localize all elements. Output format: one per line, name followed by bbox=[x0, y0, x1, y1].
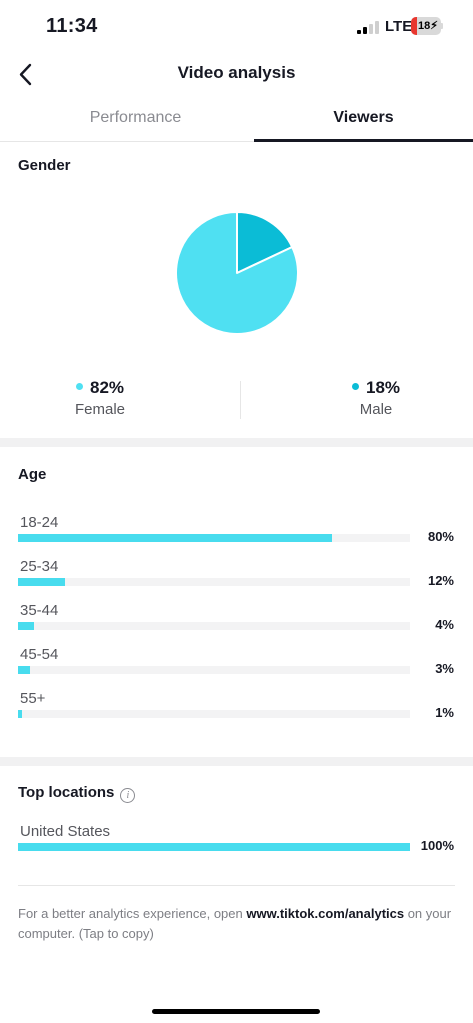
bar-track bbox=[18, 843, 410, 851]
age-label: 25-34 bbox=[20, 558, 59, 575]
location-row: United States 100% bbox=[0, 823, 473, 859]
location-pct: 100% bbox=[420, 838, 454, 853]
male-legend-dot bbox=[351, 383, 359, 390]
gender-pie-chart bbox=[175, 211, 299, 335]
bar-track bbox=[18, 622, 410, 630]
age-row: 35-44 4% bbox=[0, 602, 473, 638]
network-type: LTE bbox=[385, 18, 413, 35]
page-title: Video analysis bbox=[177, 63, 296, 82]
back-button[interactable] bbox=[12, 58, 42, 90]
bar-track bbox=[18, 710, 410, 718]
age-pct: 4% bbox=[435, 617, 454, 632]
bar-fill bbox=[18, 666, 30, 674]
bar-fill bbox=[18, 622, 34, 630]
age-row: 18-24 80% bbox=[0, 514, 473, 550]
female-pct: 82% bbox=[89, 378, 125, 397]
info-icon[interactable]: i bbox=[120, 788, 136, 803]
male-pct: 18% bbox=[365, 378, 401, 397]
pie-slice-male bbox=[236, 211, 294, 274]
age-label: 35-44 bbox=[20, 602, 59, 619]
battery-level: 18 bbox=[418, 20, 431, 32]
nav-header: Video analysis bbox=[0, 54, 473, 94]
age-label: 55+ bbox=[20, 690, 46, 707]
age-pct: 12% bbox=[427, 573, 454, 588]
bar-fill bbox=[18, 534, 332, 542]
gender-section-title: Gender bbox=[18, 157, 71, 174]
female-label: Female bbox=[74, 401, 126, 418]
bar-fill bbox=[18, 710, 22, 718]
age-label: 18-24 bbox=[20, 514, 59, 531]
gender-divider bbox=[240, 381, 241, 419]
age-row: 45-54 3% bbox=[0, 646, 473, 682]
chevron-left-icon bbox=[19, 63, 32, 86]
locations-title-text: Top locations bbox=[18, 784, 115, 801]
bar-fill bbox=[18, 578, 66, 586]
analytics-copy-note[interactable]: For a better analytics experience, open … bbox=[18, 904, 458, 944]
age-row: 25-34 12% bbox=[0, 558, 473, 594]
tab-performance[interactable]: Performance bbox=[89, 109, 182, 126]
gender-female-stat: 82% Female bbox=[0, 378, 200, 418]
analytics-link[interactable]: www.tiktok.com/analytics bbox=[246, 906, 405, 921]
battery-nub bbox=[441, 23, 443, 29]
bar-fill bbox=[18, 843, 410, 851]
pie-slice-female bbox=[175, 211, 299, 335]
age-pct: 80% bbox=[427, 529, 454, 544]
age-row: 55+ 1% bbox=[0, 690, 473, 726]
status-time: 11:34 bbox=[46, 15, 98, 37]
battery-icon: 18⚡︎ bbox=[411, 17, 441, 35]
bar-track bbox=[18, 578, 410, 586]
location-label: United States bbox=[20, 823, 111, 840]
section-separator bbox=[0, 438, 473, 447]
footer-text-before: For a better analytics experience, open bbox=[18, 906, 247, 921]
status-bar: 11:34 LTE 18⚡︎ bbox=[0, 0, 473, 54]
cellular-signal-icon bbox=[357, 21, 381, 34]
age-label: 45-54 bbox=[20, 646, 59, 663]
locations-section-title: Top locations i bbox=[18, 784, 136, 803]
gender-male-stat: 18% Male bbox=[276, 378, 473, 418]
male-label: Male bbox=[359, 401, 393, 418]
bar-track bbox=[18, 534, 410, 542]
age-section-title: Age bbox=[18, 466, 47, 483]
age-pct: 3% bbox=[435, 661, 454, 676]
footer-text-after: on your computer. (Tap to copy) bbox=[18, 906, 452, 941]
section-separator bbox=[0, 757, 473, 766]
bar-track bbox=[18, 666, 410, 674]
home-indicator[interactable] bbox=[152, 1009, 320, 1014]
footer-divider bbox=[18, 885, 455, 886]
female-legend-dot bbox=[75, 383, 83, 390]
tab-bar: Performance Viewers bbox=[0, 100, 473, 142]
age-pct: 1% bbox=[435, 705, 454, 720]
tab-viewers[interactable]: Viewers bbox=[254, 100, 473, 142]
